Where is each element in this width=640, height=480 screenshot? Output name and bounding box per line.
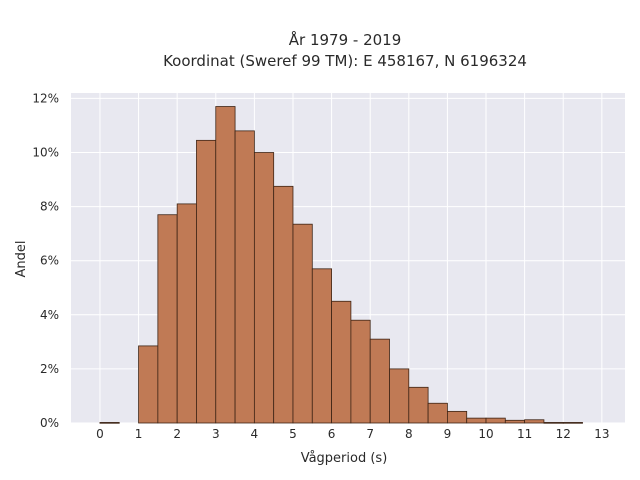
histogram-bar <box>427 402 448 424</box>
histogram-bar <box>485 417 506 424</box>
histogram-bar <box>253 152 275 424</box>
histogram-bar <box>176 203 197 424</box>
histogram-bar <box>466 417 487 424</box>
y-tick-label: 6% <box>40 254 59 268</box>
x-tick-label: 1 <box>135 427 143 441</box>
histogram-bar <box>524 419 545 424</box>
histogram-bar <box>331 300 352 424</box>
histogram-bar <box>215 106 236 424</box>
y-tick-label: 8% <box>40 200 59 214</box>
histogram-bar <box>504 419 526 424</box>
y-ticks: 0% 2% 4% 6% 8% 10% 12% <box>32 91 59 430</box>
bars <box>99 106 583 424</box>
x-tick-label: 9 <box>444 427 452 441</box>
x-tick-label: 0 <box>96 427 104 441</box>
histogram-bar <box>138 345 159 424</box>
x-tick-label: 4 <box>251 427 259 441</box>
chart-title-line1: År 1979 - 2019 <box>289 30 402 49</box>
y-axis-label: Andel <box>14 241 29 278</box>
y-tick-label: 10% <box>32 146 59 160</box>
x-tick-label: 5 <box>289 427 297 441</box>
histogram-bar <box>273 185 294 424</box>
y-tick-label: 12% <box>32 91 59 105</box>
x-tick-label: 11 <box>517 427 532 441</box>
x-tick-label: 3 <box>212 427 220 441</box>
x-tick-label: 2 <box>173 427 181 441</box>
histogram-bar <box>369 338 390 424</box>
x-tick-label: 13 <box>594 427 609 441</box>
y-tick-label: 2% <box>40 362 59 376</box>
x-tick-label: 7 <box>366 427 374 441</box>
y-tick-label: 0% <box>40 416 59 430</box>
histogram-bar <box>196 139 217 424</box>
histogram-bar <box>234 130 255 424</box>
histogram-bar <box>350 319 371 424</box>
histogram-bar <box>408 386 429 424</box>
chart-title-line2: Koordinat (Sweref 99 TM): E 458167, N 61… <box>163 52 527 70</box>
x-tick-label: 8 <box>405 427 413 441</box>
y-tick-label: 4% <box>40 308 59 322</box>
x-tick-label: 6 <box>328 427 336 441</box>
histogram-bar <box>447 410 468 424</box>
x-ticks: 0 1 2 3 4 5 6 7 8 9 10 11 12 13 <box>96 427 609 441</box>
histogram-bar <box>311 268 332 424</box>
histogram-bar <box>157 214 178 424</box>
x-tick-label: 12 <box>556 427 571 441</box>
histogram-bar <box>543 422 564 424</box>
histogram-bar <box>99 422 120 424</box>
x-tick-label: 10 <box>478 427 493 441</box>
histogram-bar <box>389 368 410 424</box>
histogram-bar <box>562 422 583 424</box>
x-axis-label: Vågperiod (s) <box>301 451 388 466</box>
histogram-bar <box>292 223 313 424</box>
